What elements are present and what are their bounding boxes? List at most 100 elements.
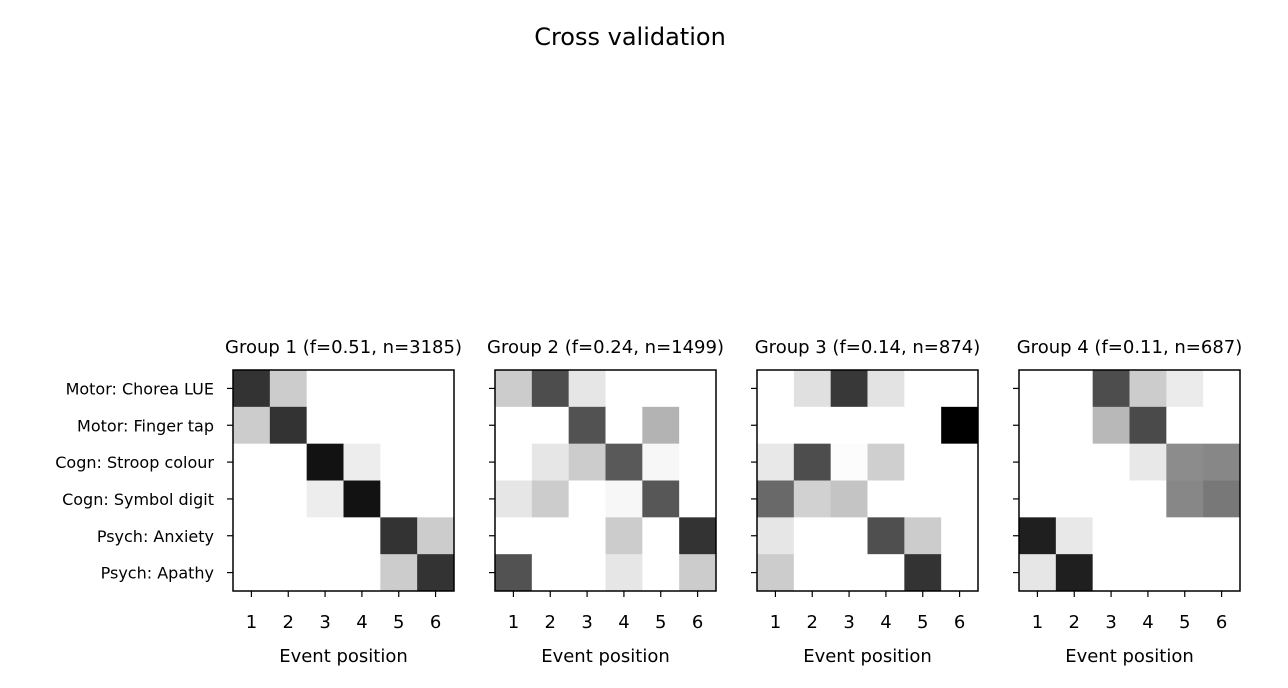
y-tick-label: Motor: Chorea LUE [66, 379, 214, 398]
y-tick-label: Psych: Apathy [101, 564, 214, 583]
heatmap-cell [495, 480, 533, 518]
x-tick-label: 1 [770, 612, 781, 633]
heatmap-cell [1019, 554, 1057, 592]
heatmap-cell [867, 517, 905, 555]
x-tick-label: 2 [1069, 612, 1080, 633]
heatmap-cell [380, 554, 418, 592]
heatmap-cell [306, 480, 344, 518]
heatmap-cell [568, 443, 606, 481]
heatmap-cell [1092, 406, 1130, 445]
heatmap-cell [531, 406, 570, 445]
heatmap-cell [904, 480, 942, 518]
heatmap-cell [233, 517, 271, 555]
heatmap-cell [793, 480, 832, 518]
x-tick-label: 1 [508, 612, 519, 633]
x-tick-label: 2 [807, 612, 818, 633]
heatmap-cell [417, 443, 455, 481]
heatmap-cell [793, 370, 832, 408]
heatmap-cell [904, 406, 942, 445]
heatmap-cell [417, 370, 455, 408]
heatmap-cell [642, 443, 680, 481]
y-tick-label: Motor: Finger tap [77, 416, 214, 435]
heatmap-cell [904, 370, 942, 408]
heatmap-cell [343, 480, 381, 518]
heatmap-cell [380, 480, 418, 518]
heatmap-cell [757, 443, 795, 481]
heatmap-cell [531, 517, 570, 555]
heatmap-cell [531, 443, 570, 481]
heatmap-cell [531, 554, 570, 592]
heatmap-cell [941, 370, 979, 408]
heatmap-cell [269, 443, 308, 481]
y-tick-label: Psych: Anxiety [97, 527, 214, 546]
heatmap-cell [757, 554, 795, 592]
x-tick-label: 3 [1105, 612, 1116, 633]
axes-frame [1018, 369, 1241, 592]
heatmap-cell [269, 480, 308, 518]
heatmap-cell [642, 554, 680, 592]
heatmap-cell [793, 406, 832, 445]
heatmap-cell [495, 554, 533, 592]
heatmap-cell [531, 370, 570, 408]
heatmap-cell [642, 406, 680, 445]
heatmap-cell [1092, 443, 1130, 481]
heatmap-cell [830, 406, 868, 445]
heatmap-cell [757, 406, 795, 445]
heatmap-cell [1055, 480, 1094, 518]
heatmap-cell [941, 480, 979, 518]
heatmap-panel: Group 4 (f=0.11, n=687) 1 2 3 4 5 6 Event posit… [1013, 337, 1242, 667]
heatmap-cell [867, 480, 905, 518]
heatmap-cell [867, 370, 905, 408]
x-axis-label: Event position [279, 646, 408, 667]
heatmap-cell [568, 406, 606, 445]
heatmap-cell [830, 480, 868, 518]
heatmap-cell [1055, 370, 1094, 408]
x-tick-label: 6 [430, 612, 441, 633]
heatmap-cell [867, 443, 905, 481]
heatmap-cell [1055, 554, 1094, 592]
x-tick-label: 4 [1142, 612, 1153, 633]
heatmap-cell [1203, 406, 1241, 445]
heatmap-cell [605, 443, 643, 481]
x-axis-label: Event position [1065, 646, 1194, 667]
heatmap-cell [605, 406, 643, 445]
panel-title: Group 1 (f=0.51, n=3185) [225, 337, 462, 358]
heatmap-cell [306, 370, 344, 408]
x-tick-label: 6 [954, 612, 965, 633]
heatmap-cell [1166, 517, 1204, 555]
heatmap-cell [568, 370, 606, 408]
heatmap-cell [605, 517, 643, 555]
heatmap-cell [679, 480, 717, 518]
heatmap-cell [417, 480, 455, 518]
axes-frame [232, 369, 455, 592]
heatmap-cell [1203, 517, 1241, 555]
heatmap-cell [757, 517, 795, 555]
heatmap-cell [306, 406, 344, 445]
heatmap-cell [757, 370, 795, 408]
heatmap-cell [495, 517, 533, 555]
heatmap-cell [830, 554, 868, 592]
heatmap-cell [343, 554, 381, 592]
x-tick-label: 5 [393, 612, 404, 633]
heatmap-cell [679, 406, 717, 445]
x-tick-label: 5 [917, 612, 928, 633]
heatmap-cell [306, 554, 344, 592]
heatmap-cell [642, 370, 680, 408]
heatmap-cell [867, 554, 905, 592]
heatmap-cell [793, 443, 832, 481]
x-tick-label: 2 [545, 612, 556, 633]
heatmap-cell [1055, 443, 1094, 481]
heatmap-cell [1019, 480, 1057, 518]
heatmap-cell [1203, 370, 1241, 408]
x-tick-label: 6 [692, 612, 703, 633]
heatmap-cell [1129, 480, 1167, 518]
heatmap-cell [1019, 517, 1057, 555]
heatmap-cell [306, 517, 344, 555]
heatmap-cell [941, 554, 979, 592]
heatmap-cell [1166, 443, 1204, 481]
heatmap-cell [380, 443, 418, 481]
heatmap-cell [1019, 443, 1057, 481]
heatmap-panel: Group 2 (f=0.24, n=1499) 1 2 3 4 5 6 Event posi… [487, 337, 724, 667]
heatmap-cell [830, 370, 868, 408]
heatmap-cell [380, 406, 418, 445]
